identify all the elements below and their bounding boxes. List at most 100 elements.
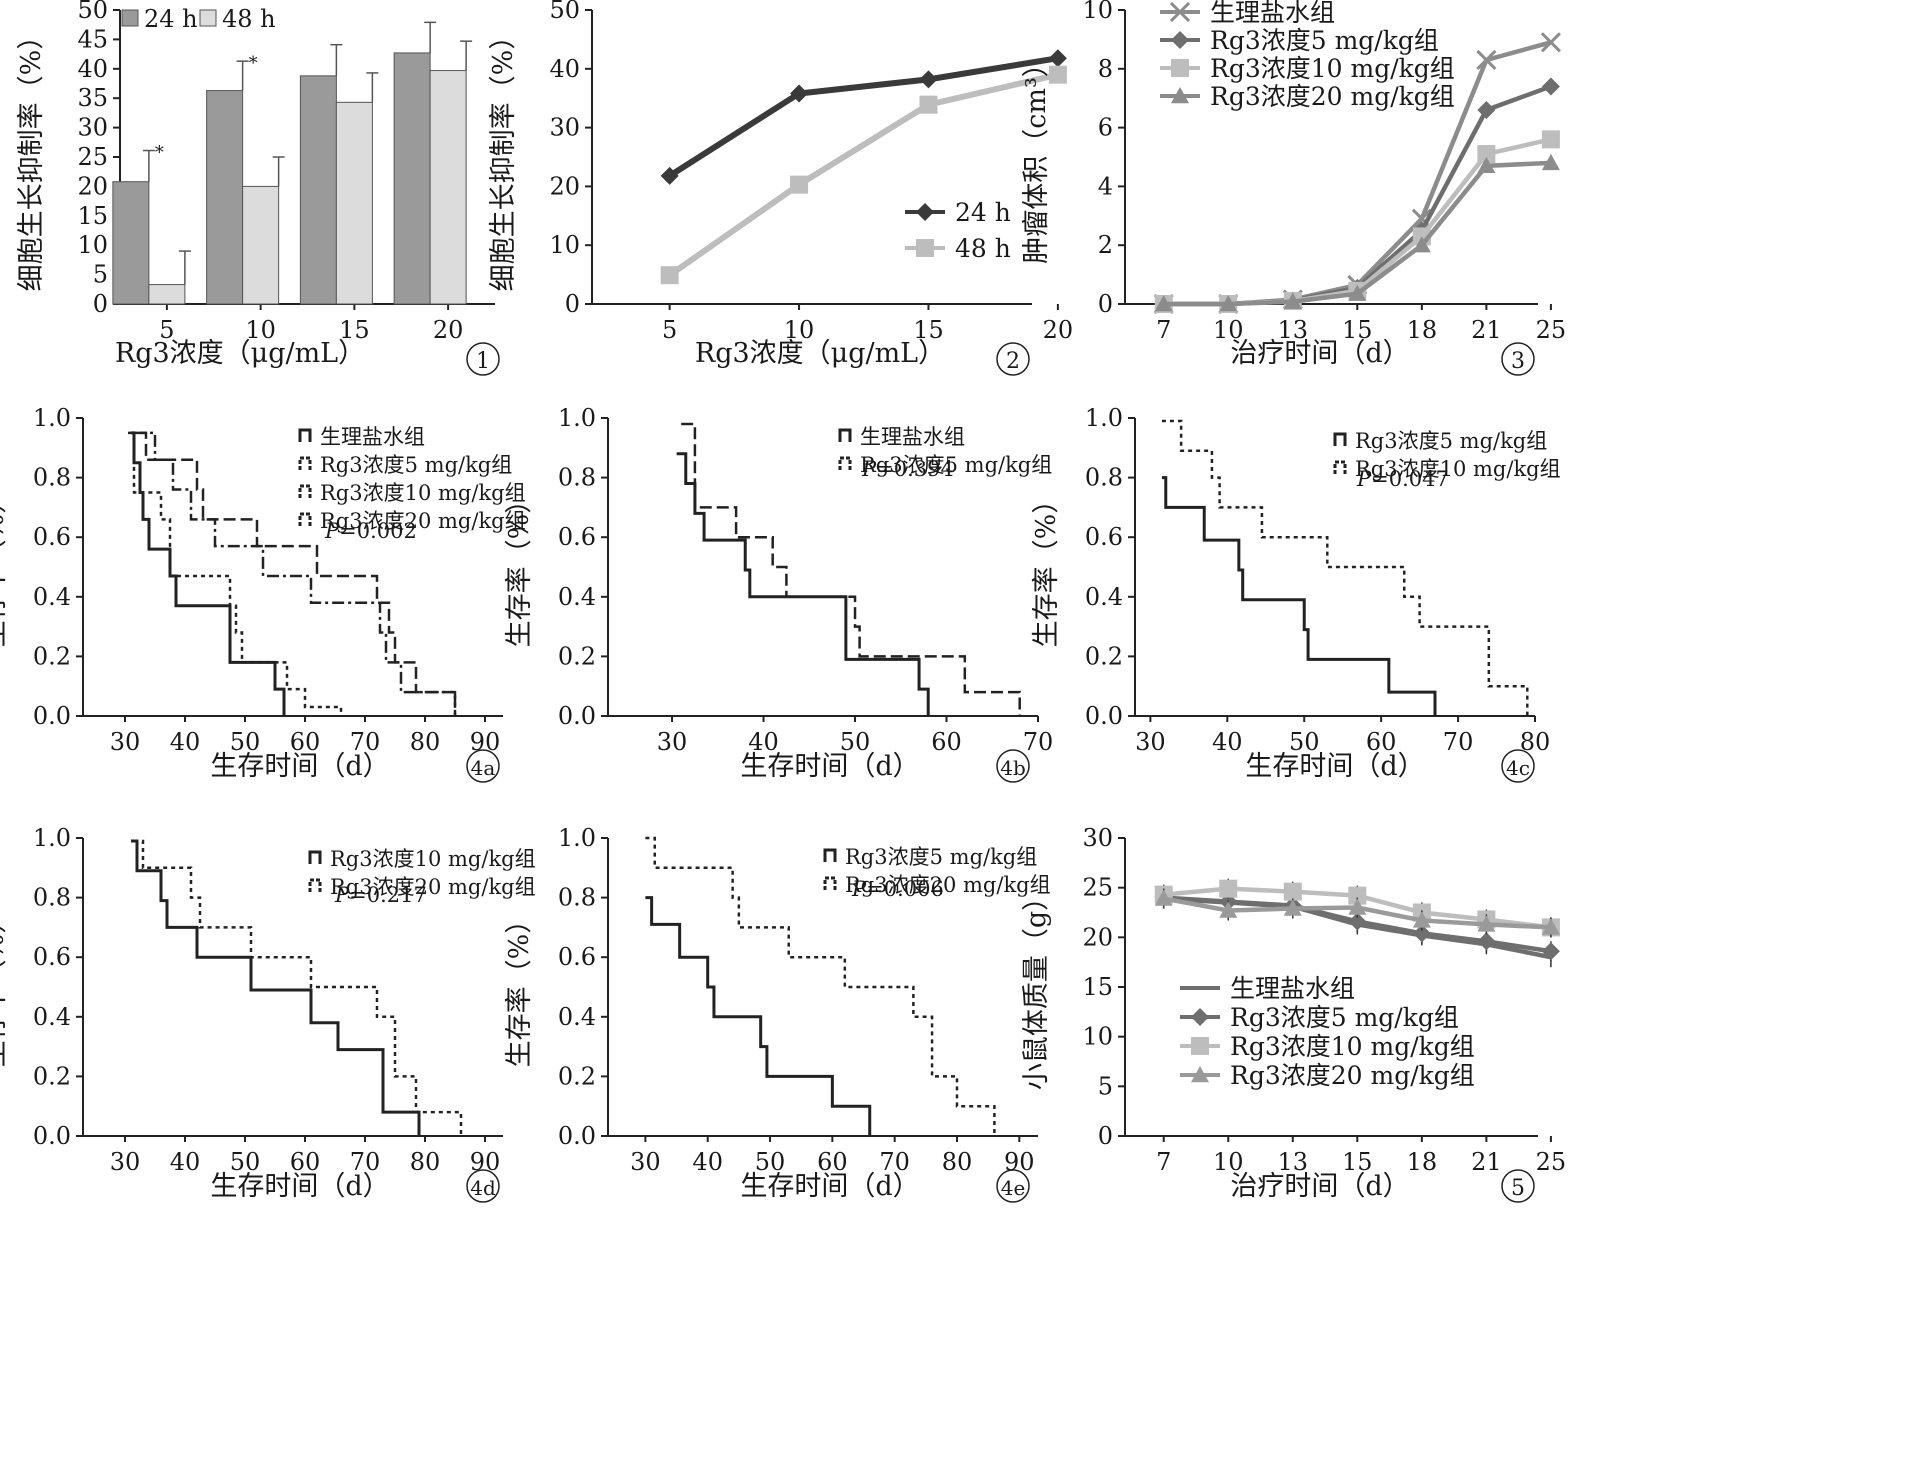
km-curve-2 (134, 839, 463, 1136)
legend-label: Rg3浓度20 mg/kg组 (1230, 1061, 1475, 1090)
x-tick-label: 70 (350, 728, 381, 756)
y-tick-label: 25 (1082, 874, 1113, 902)
legend-label: 24 h (955, 198, 1011, 227)
legend-swatch (308, 878, 322, 892)
legend-marker (1171, 59, 1189, 77)
panel-label-text: 4b (1000, 756, 1026, 780)
x-tick-label: 80 (410, 728, 441, 756)
x-tick-label: 18 (1407, 316, 1438, 344)
y-tick-label: 0.4 (33, 1003, 71, 1031)
x-tick-label: 50 (840, 728, 871, 756)
panel-label-5: 5 (1501, 1169, 1535, 1203)
panel-label-circle (996, 1169, 1030, 1203)
x-tick-label: 50 (1289, 728, 1320, 756)
legend-label: 48 h (955, 234, 1011, 263)
km-curve-1 (676, 452, 930, 716)
km-curve-1 (645, 896, 872, 1136)
y-tick-label: 1.0 (558, 404, 596, 432)
chart-4b: 0.0 0.2 0.4 0.6 0.8 1.0 30 40 50 60 70 生存时间（d） 生存率（%… (504, 404, 1054, 783)
series-line-2 (667, 71, 1059, 278)
legend-label: Rg3浓度10 mg/kg组 (1210, 54, 1455, 83)
y-tick-label: 1.0 (33, 404, 71, 432)
data-point (1048, 49, 1067, 68)
panel-label-circle (1501, 749, 1535, 783)
legend-swatch (199, 9, 217, 27)
legend-label: Rg3浓度5 mg/kg组 (860, 453, 1052, 477)
data-point (790, 84, 809, 103)
legend-label: Rg3浓度20 mg/kg组 (845, 873, 1051, 897)
legend-label: Rg3浓度20 mg/kg组 (1210, 82, 1455, 111)
x-tick-label: 15 (1342, 316, 1373, 344)
x-tick-label: 60 (290, 1148, 321, 1176)
x-tick-label: 13 (1278, 316, 1309, 344)
chart-3: 0 2 4 6 8 10 7 10 13 15 18 21 25 治疗时间（d） 肿瘤体积（cm³） 3 生理盐… (1021, 0, 1566, 376)
panel-label-text: 4c (1506, 756, 1530, 780)
y-tick-label: 0 (1098, 1122, 1113, 1150)
legend-label: Rg3浓度5 mg/kg组 (845, 845, 1037, 869)
legend-swatch (838, 456, 852, 470)
y-tick-label: 30 (77, 114, 108, 142)
panel-label-text: 4d (470, 1176, 496, 1200)
data-point (1348, 898, 1367, 915)
legend-swatch (1333, 432, 1347, 446)
legend-label: 生理盐水组 (860, 425, 965, 449)
bar-24h-5 (112, 181, 150, 305)
x-tick-label: 30 (630, 1148, 661, 1176)
panel-label-text: 4e (1001, 1176, 1026, 1200)
legend-label: Rg3浓度5 mg/kg组 (1230, 1003, 1459, 1032)
y-tick-label: 0.4 (558, 1003, 596, 1031)
panel-label-1: 1 (466, 342, 500, 376)
data-point (1541, 918, 1560, 935)
y-tick-label: 5 (1098, 1072, 1113, 1100)
y-tick-label: 0.4 (558, 583, 596, 611)
panel-label-text: 3 (1511, 349, 1525, 374)
panel-label-2: 2 (996, 342, 1030, 376)
x-tick-label: 40 (692, 1148, 723, 1176)
p-value: P=0.047 (1356, 467, 1449, 491)
legend-label: Rg3浓度20 mg/kg组 (330, 875, 536, 899)
legend-label: Rg3浓度10 mg/kg组 (330, 847, 536, 871)
legend-swatch (308, 850, 322, 864)
legend-label: Rg3浓度5 mg/kg组 (1355, 429, 1547, 453)
y-tick-label: 10 (549, 231, 580, 259)
y-tick-label: 1.0 (558, 824, 596, 852)
data-point (1412, 236, 1431, 253)
y-tick-label: 1.0 (33, 824, 71, 852)
y-tick-label: 0 (1098, 290, 1113, 318)
chart-4c: 0.00.20.40.60.81.030 40 50 60 70 80生存时间（d）生存率… (1031, 404, 1561, 783)
legend-swatch (1333, 460, 1347, 474)
panel-label-circle (1501, 342, 1535, 376)
panel-label-circle (466, 1169, 500, 1203)
x-tick-label: 5 (159, 316, 174, 344)
y-tick-label: 30 (1082, 824, 1113, 852)
panel-label-4a: 4a (466, 749, 500, 783)
x-tick-label: 70 (1023, 728, 1054, 756)
series-line-2 (1163, 84, 1552, 307)
p-value: P=0.002 (324, 519, 417, 543)
y-tick-label: 0.6 (558, 943, 596, 971)
legend-marker (1171, 87, 1189, 104)
legend-swatch (298, 484, 312, 498)
data-point (1411, 208, 1432, 229)
x-tick-label: 20 (433, 316, 464, 344)
legend-marker (1191, 1008, 1209, 1026)
significance-star: * (249, 53, 258, 74)
x-axis-title: Rg3浓度（μg/mL） (115, 338, 365, 369)
y-tick-label: 1.0 (1085, 404, 1123, 432)
y-tick-label: 20 (1082, 923, 1113, 951)
chart-4a: 0.0 0.2 0.4 0.6 0.8 1.0 30 40 50 60 70 80 90 生存时间（d） 生… (0, 404, 526, 783)
legend-label: Rg3浓度5 mg/kg组 (320, 453, 512, 477)
x-tick-label: 7 (1156, 1148, 1171, 1176)
bar-24h-20 (393, 52, 431, 305)
bar-24h-15 (299, 75, 337, 305)
legend: 生理盐水组 Rg3浓度5 mg/kg组 (838, 425, 1052, 477)
km-curve-2 (681, 422, 1021, 716)
km-curve-1 (1161, 476, 1437, 716)
x-axis-title: 生存时间（d） (210, 751, 389, 782)
bar-48h-10 (242, 185, 280, 305)
y-tick-label: 8 (1098, 55, 1113, 83)
panel-label-circle (466, 749, 500, 783)
